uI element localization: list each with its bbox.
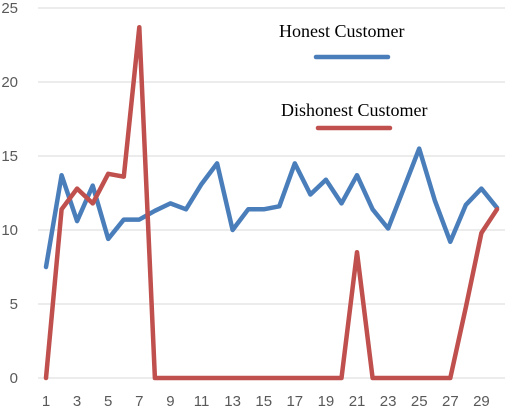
x-tick-label: 21	[349, 393, 366, 410]
x-tick-label: 9	[166, 393, 174, 410]
x-tick-label: 19	[318, 393, 335, 410]
x-tick-label: 27	[442, 393, 459, 410]
series-line-honest	[43, 146, 500, 270]
y-tick-label: 5	[10, 296, 18, 313]
y-tick-label: 0	[10, 370, 18, 387]
y-tick-label: 10	[1, 222, 18, 239]
x-tick-label: 17	[286, 393, 303, 410]
y-tick-label: 25	[1, 0, 18, 17]
x-tick-label: 7	[135, 393, 143, 410]
series-line-dishonest	[43, 24, 500, 381]
x-tick-label: 15	[255, 393, 272, 410]
series-lines	[43, 24, 500, 381]
x-tick-label: 1	[42, 393, 50, 410]
y-tick-label: 20	[1, 74, 18, 91]
x-tick-label: 23	[380, 393, 397, 410]
legend-label-dishonest: Dishonest Customer	[281, 100, 428, 120]
gridlines	[38, 7, 505, 305]
x-tick-label: 11	[194, 393, 210, 410]
y-tick-label: 15	[1, 148, 18, 165]
legend: Honest Customer Dishonest Customer	[279, 21, 428, 131]
x-tick-label: 29	[473, 393, 490, 410]
x-tick-label: 13	[224, 393, 241, 410]
x-tick-label: 5	[104, 393, 112, 410]
legend-label-honest: Honest Customer	[279, 21, 405, 41]
x-tick-label: 25	[411, 393, 428, 410]
x-tick-label: 3	[73, 393, 81, 410]
